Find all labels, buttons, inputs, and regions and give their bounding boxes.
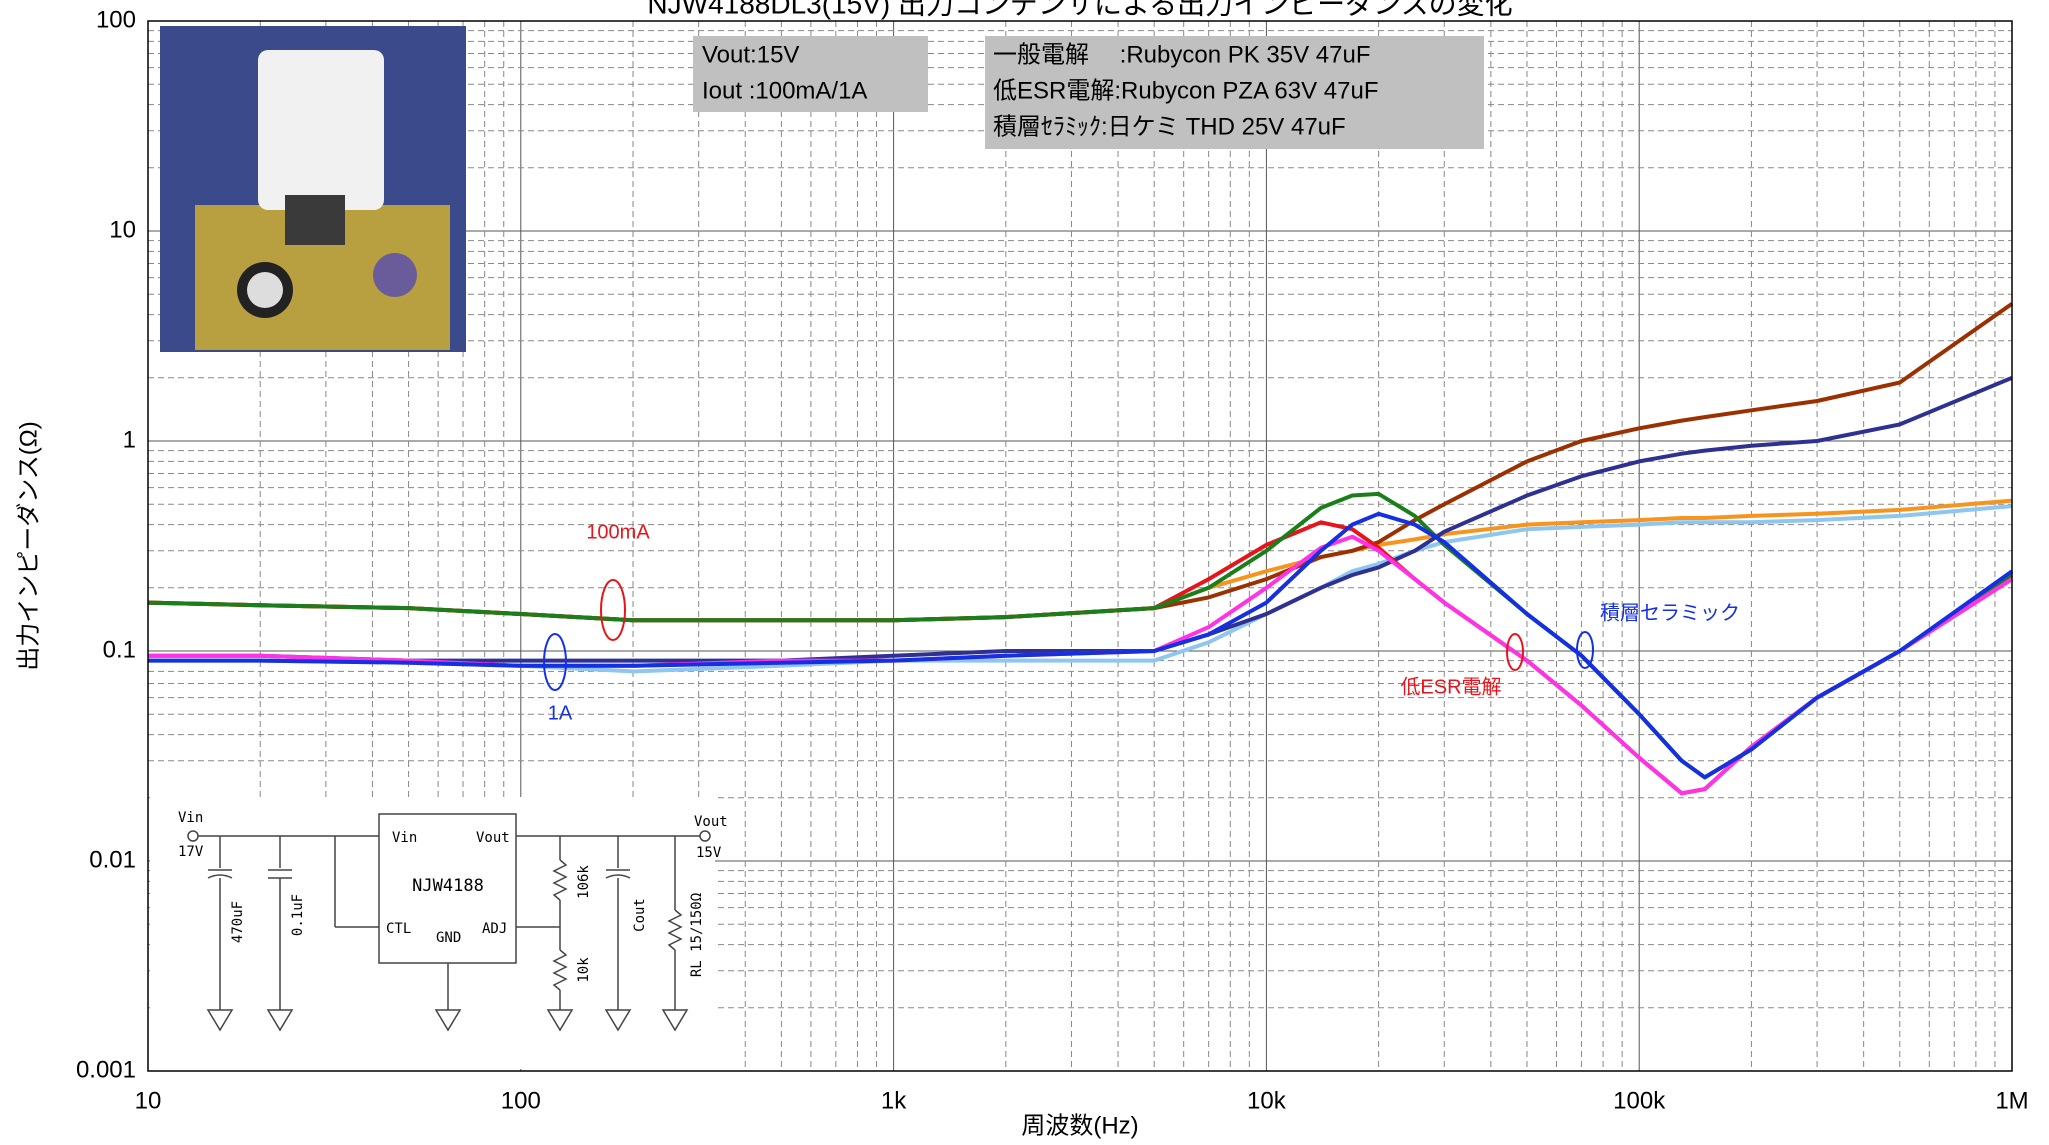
series-line [147, 520, 2014, 796]
schematic-label: 10k [576, 957, 592, 983]
annotation-ellipse [1506, 633, 1524, 671]
y-tick-label: 100 [96, 6, 136, 33]
schematic-label: 106k [576, 865, 592, 899]
capacitor: 一般電解 :Rubycon PK 35V 47uF [993, 41, 1370, 68]
schematic-label: ADJ [482, 921, 507, 937]
annotation-ellipse [1576, 631, 1594, 669]
y-axis-label: 出力インピーダンス(Ω) [15, 421, 42, 670]
schematic-label: Cout [632, 898, 648, 932]
schematic-label: RL 15/150Ω [689, 893, 705, 977]
schematic-label: 15V [696, 845, 722, 861]
photo-inset [160, 26, 466, 352]
capacitor: 低ESR電解:Rubycon PZA 63V 47uF [993, 77, 1379, 104]
annotation: 低ESR電解 [1400, 675, 1501, 698]
x-tick-label: 10 [135, 1087, 162, 1114]
x-tick-label: 1M [1995, 1087, 2028, 1114]
conditions-box [693, 36, 928, 112]
series-line [148, 511, 2014, 780]
annotation: 積層セラミック [1600, 601, 1740, 624]
y-tick-label: 0.01 [89, 846, 136, 873]
schematic-label: Vin [178, 810, 203, 826]
x-tick-label: 10k [1247, 1087, 1287, 1114]
series-line [148, 504, 2013, 674]
series-line [148, 375, 2013, 663]
capacitor: 積層ｾﾗﾐｯｸ:日ケミ THD 25V 47uF [993, 113, 1346, 140]
schematic-label: 0.1uF [290, 894, 306, 936]
capacitors-box [985, 36, 1484, 149]
schematic-label: 470uF [230, 901, 246, 943]
schematic-label: 17V [178, 844, 204, 860]
condition: Vout:15V [702, 41, 799, 68]
plot-frame [147, 20, 2013, 1072]
schematic-label: Vout [694, 814, 728, 830]
lines [147, 302, 2014, 796]
annotation-ellipse [600, 579, 626, 641]
x-tick-label: 100 [501, 1087, 541, 1114]
annotation-ellipse [543, 633, 567, 691]
schematic-label: CTL [386, 921, 411, 937]
annotation: 100mA [586, 521, 650, 543]
schematic-label: Vout [476, 830, 510, 846]
x-axis-label: 周波数(Hz) [1021, 1112, 1138, 1139]
y-tick-label: 1 [123, 426, 136, 453]
schematic: Vin 17V Vin Vout NJW4188 CTL GND ADJ Vou… [150, 797, 728, 1069]
condition: Iout :100mA/1A [702, 77, 867, 104]
chart-title: NJW4188DL3(15V) 出力コンデンサによる出力インピーダンスの変化 [647, 0, 1512, 19]
annotation: 1A [548, 702, 573, 724]
schematic-label: NJW4188 [412, 876, 484, 896]
y-tick-label: 10 [109, 216, 136, 243]
x-tick-label: 1k [881, 1087, 907, 1114]
x-tick-label: 100k [1613, 1087, 1666, 1114]
schematic-label: GND [436, 930, 461, 946]
y-tick-label: 0.001 [76, 1056, 136, 1083]
schematic-label: Vin [392, 830, 417, 846]
y-tick-label: 0.1 [103, 636, 136, 663]
